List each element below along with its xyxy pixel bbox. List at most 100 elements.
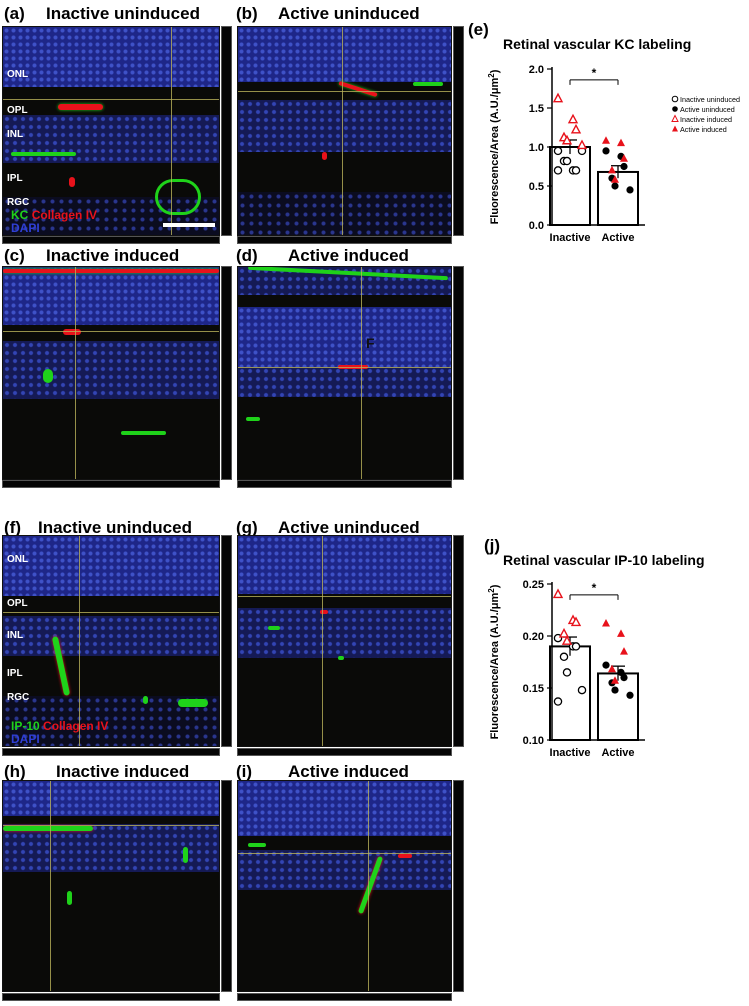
bottom-projection-d [237, 480, 452, 488]
y-tick-label: 0.0 [529, 220, 544, 232]
panel-label-e: (e) [468, 20, 489, 39]
data-point [620, 154, 628, 162]
side-projection-a [221, 26, 232, 236]
data-point [620, 647, 628, 655]
y-tick-label: 1.5 [529, 103, 544, 115]
bottom-projection-b [237, 236, 452, 244]
data-point [617, 629, 625, 637]
legend-marker [672, 106, 678, 112]
legend-label: Active induced [680, 125, 727, 134]
data-point [561, 635, 573, 645]
panel-title-c: Inactive induced [46, 246, 180, 265]
y-tick-label: 0.20 [523, 631, 544, 643]
data-point [611, 175, 619, 183]
data-point [561, 134, 573, 145]
layer-label-rgc-2: RGC [7, 692, 30, 703]
data-point [602, 619, 610, 627]
x-tick-label: Inactive [550, 747, 591, 759]
legend-label: Inactive induced [680, 115, 732, 124]
bottom-projection-g [237, 748, 452, 756]
data-point [571, 642, 581, 651]
y-tick-label: 0.10 [523, 735, 544, 747]
layer-label-onl: ONL [7, 69, 29, 80]
side-projection-f [221, 535, 232, 747]
legend-label: Inactive uninduced [680, 95, 740, 104]
panel-title-g: Active uninduced [278, 518, 420, 537]
side-projection-g [453, 535, 464, 747]
data-point [620, 674, 628, 682]
x-tick-label: Active [601, 232, 634, 244]
data-point [611, 686, 619, 694]
stain-legend-bottom: IP-10 Collagen IV DAPI [11, 719, 109, 746]
y-tick-label: 0.5 [529, 181, 544, 193]
panel-title-a: Inactive uninduced [46, 4, 200, 23]
chart-e-title: Retinal vascular KC labeling [503, 36, 692, 52]
bottom-projection-f [2, 748, 220, 756]
panel-label-b: (b) [236, 4, 258, 23]
layer-label-inl-2: INL [7, 630, 24, 641]
side-projection-b [453, 26, 464, 236]
data-point [553, 166, 563, 175]
data-point [626, 691, 634, 699]
data-point [611, 676, 619, 684]
significance-star: * [592, 581, 597, 595]
panel-d-mark: F [366, 335, 375, 351]
scale-bar [163, 223, 215, 227]
data-point [553, 697, 563, 706]
y-tick-label: 0.15 [523, 683, 544, 695]
data-point [559, 652, 569, 662]
data-point [617, 668, 625, 676]
panel-title-i: Active induced [288, 762, 409, 781]
data-point [608, 664, 616, 673]
data-point [602, 136, 610, 144]
data-point [571, 166, 581, 175]
bottom-projection-a [2, 236, 220, 244]
panel-label-a: (a) [4, 4, 25, 23]
data-point [617, 138, 625, 147]
y-tick-label: 2.0 [529, 64, 544, 76]
bar-active [597, 170, 639, 226]
micrograph-c [2, 266, 220, 480]
data-point [608, 165, 616, 174]
side-projection-i [453, 780, 464, 992]
data-point [567, 113, 579, 124]
micrograph-d: F [237, 266, 452, 480]
data-point [602, 661, 610, 669]
bottom-projection-c [2, 480, 220, 488]
stain-legend-top: KC Collagen IV DAPI [11, 208, 98, 235]
data-point [570, 123, 582, 134]
micrograph-f: ONL OPL INL IPL RGC IP-10 Collagen IV DA… [2, 535, 220, 747]
bottom-projection-i [237, 993, 452, 1001]
side-projection-h [221, 780, 232, 992]
panel-title-b: Active uninduced [278, 4, 420, 23]
data-point [552, 92, 564, 103]
significance-star: * [592, 66, 597, 80]
micrograph-b [237, 26, 452, 236]
side-projection-c [221, 266, 232, 480]
layer-label-opl-2: OPL [7, 598, 28, 609]
x-tick-label: Inactive [550, 232, 591, 244]
layer-label-opl: OPL [7, 105, 28, 116]
panel-label-d: (d) [236, 246, 258, 265]
data-point [577, 685, 587, 695]
legend-label: Active uninduced [680, 105, 735, 114]
panel-title-d: Active induced [288, 246, 409, 265]
panel-title-h: Inactive induced [56, 762, 190, 781]
layer-label-rgc: RGC [7, 197, 30, 208]
legend-marker [671, 95, 679, 103]
chart-e: Fluorescence/Area (A.U./μm2) 0.0 0.5 1.0 1.5… [487, 64, 740, 244]
panel-label-c: (c) [4, 246, 25, 265]
chart-j: Fluorescence/Area (A.U./μm2) 0.10 0.15 0.20… [487, 579, 645, 759]
data-point [611, 182, 619, 190]
data-point [570, 616, 582, 627]
legend-marker [671, 114, 679, 122]
data-point [602, 147, 610, 155]
micrograph-a: ONL OPL INL IPL RGC KC Collagen IV DAPI [2, 26, 220, 236]
y-tick-label: 0.25 [523, 579, 544, 591]
y-axis-label: Fluorescence/Area (A.U./μm2) [487, 69, 502, 224]
chart-j-title: Retinal vascular IP-10 labeling [503, 552, 705, 568]
layer-label-onl-2: ONL [7, 554, 29, 565]
layer-label-inl: INL [7, 129, 24, 140]
x-tick-label: Active [601, 747, 634, 759]
data-point [552, 588, 564, 599]
